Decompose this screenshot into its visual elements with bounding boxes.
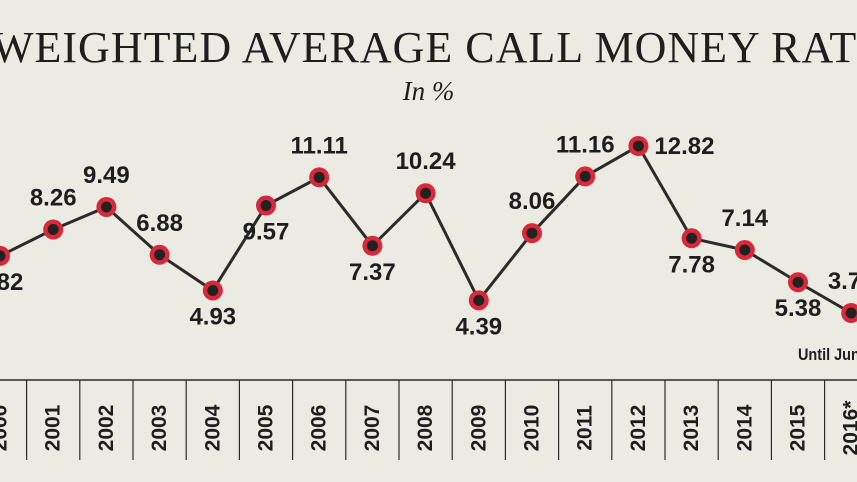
- data-label: 4.39: [455, 313, 502, 340]
- x-tick-label: 2009: [467, 405, 490, 452]
- data-label: 11.11: [290, 132, 347, 159]
- x-tick-label: 2005: [255, 404, 278, 451]
- data-point: [632, 140, 644, 152]
- x-tick-label: 2010: [521, 405, 544, 452]
- data-point: [473, 294, 485, 306]
- data-label: 8.26: [30, 185, 77, 212]
- data-point: [739, 244, 751, 256]
- data-label: 7.14: [721, 205, 768, 232]
- x-tick-label: 2000: [0, 405, 12, 452]
- data-label: 3.70: [828, 268, 857, 295]
- data-label: 6.88: [136, 210, 183, 237]
- data-label: 7.78: [668, 251, 715, 278]
- data-point: [47, 224, 59, 235]
- data-point: [366, 240, 378, 252]
- data-point: [526, 227, 538, 239]
- data-point: [845, 307, 857, 319]
- x-tick-label: 2002: [95, 405, 118, 452]
- x-tick-label: 2007: [361, 405, 384, 452]
- data-label: 11.16: [556, 131, 615, 158]
- x-tick-label: 2014: [733, 404, 756, 451]
- x-tick-label: 2012: [627, 405, 650, 452]
- x-tick-label: 2011: [574, 405, 597, 451]
- data-point: [579, 170, 591, 182]
- data-point: [260, 200, 272, 212]
- data-point: [207, 284, 219, 296]
- data-point: [686, 232, 698, 244]
- data-label: 12.82: [654, 133, 714, 160]
- x-tick-label: 2008: [414, 404, 437, 451]
- x-tick-label: 2004: [201, 404, 224, 451]
- x-tick-label: 2013: [680, 405, 703, 452]
- chart-title: WEIGHTED AVERAGE CALL MONEY RATE: [0, 23, 857, 72]
- data-label: 10.24: [396, 148, 457, 175]
- data-label: 8.06: [509, 188, 556, 215]
- data-point: [154, 249, 166, 261]
- data-point: [100, 201, 112, 213]
- data-point: [420, 187, 432, 199]
- x-tick-label: 2003: [148, 405, 171, 452]
- data-label: 9.57: [243, 219, 290, 246]
- data-point: [792, 276, 804, 288]
- data-label: 4.93: [189, 303, 236, 330]
- data-label: 7.37: [349, 259, 396, 286]
- data-label: 9.49: [83, 162, 130, 189]
- data-label: 6.82: [0, 269, 23, 296]
- x-tick-label: 2001: [42, 404, 65, 451]
- data-point: [0, 250, 6, 262]
- x-tick-label: 2015: [787, 404, 810, 451]
- data-label: 5.38: [775, 295, 822, 322]
- x-tick-label: 2016*: [840, 400, 857, 456]
- x-tick-label: 2006: [308, 405, 331, 452]
- until-june-note: Until June: [798, 345, 857, 364]
- data-point: [313, 171, 325, 183]
- chart-subtitle: In %: [402, 76, 455, 106]
